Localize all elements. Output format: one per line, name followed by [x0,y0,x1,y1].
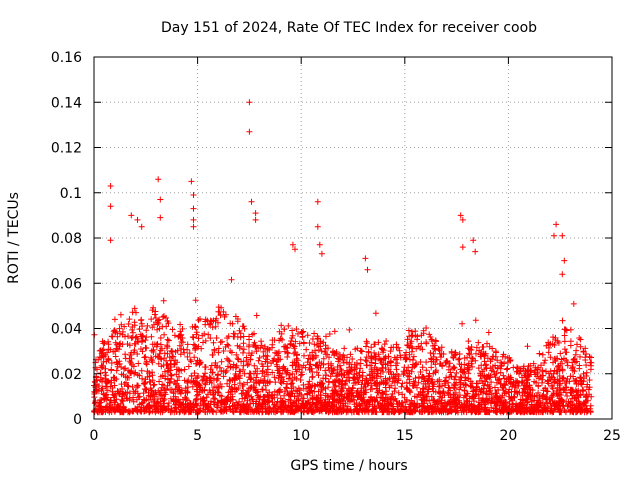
y-tick-label: 0.12 [51,141,82,157]
chart-title: Day 151 of 2024, Rate Of TEC Index for r… [161,20,537,36]
axis-tick-labels: 0 5 10 15 20 25 0 0.02 0.04 0.06 0.08 0.1 0.12 0.14 0.… [51,50,621,444]
y-tick-label: 0.14 [51,95,82,111]
x-tick-label: 20 [499,428,517,444]
y-tick-label: 0.16 [51,50,82,66]
y-tick-label: 0.1 [60,186,82,202]
y-tick-label: 0 [73,412,82,428]
grid-lines [94,57,612,419]
x-tick-label: 25 [603,428,621,444]
data-points [91,99,595,416]
x-tick-label: 15 [396,428,414,444]
y-tick-label: 0.06 [51,276,82,292]
y-tick-label: 0.04 [51,322,82,338]
axis-ticks [93,56,613,420]
y-tick-label: 0.02 [51,367,82,383]
y-tick-label: 0.08 [51,231,82,247]
x-axis-label: GPS time / hours [290,458,407,474]
y-axis-label: ROTI / TECUs [6,192,22,284]
x-tick-label: 0 [90,428,99,444]
x-tick-label: 10 [292,428,310,444]
roti-markers [91,99,595,416]
x-tick-label: 5 [193,428,202,444]
